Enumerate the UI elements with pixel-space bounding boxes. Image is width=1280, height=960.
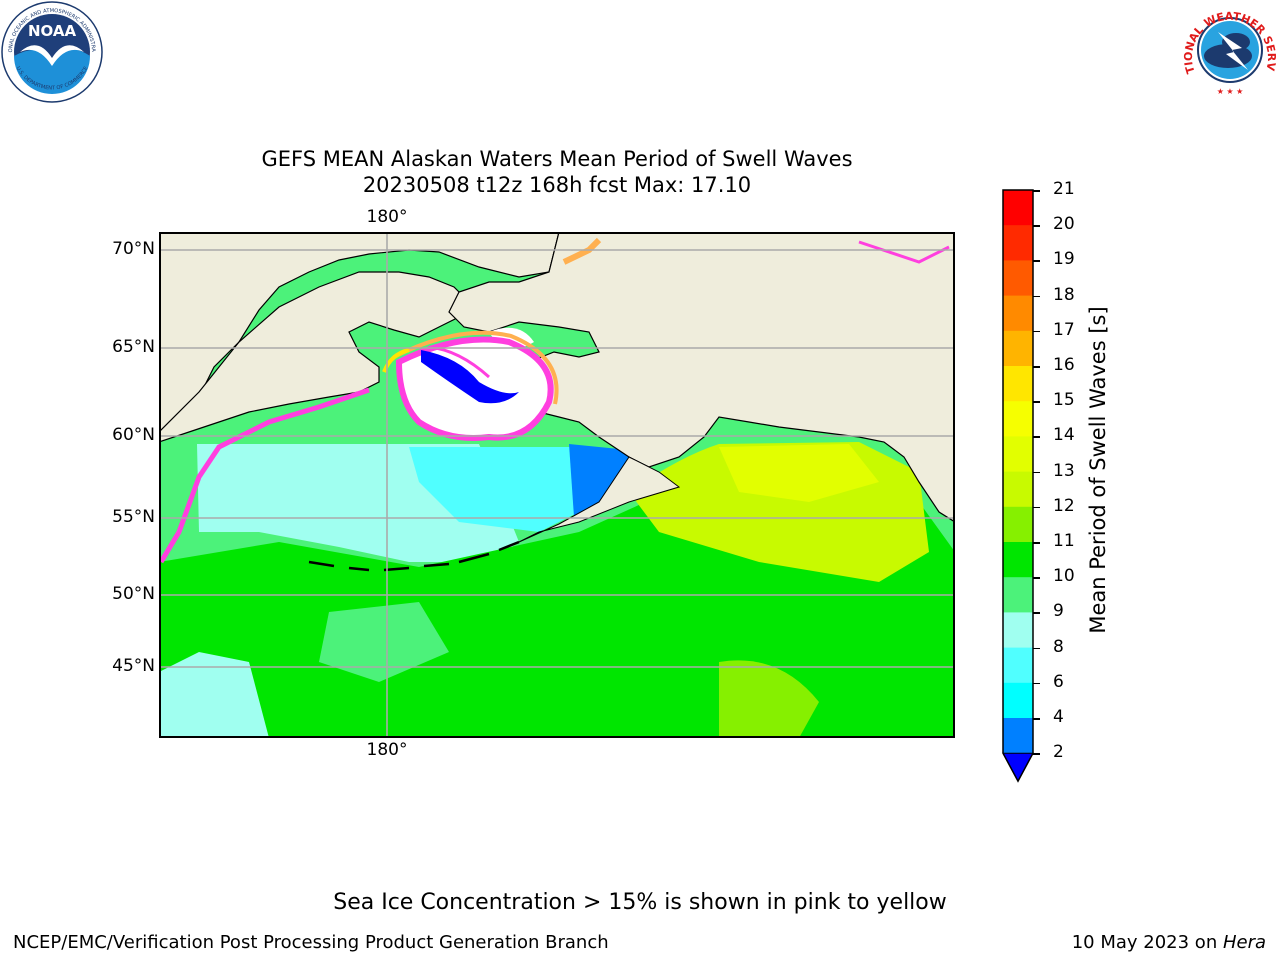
- lat-label-55n: 55°N: [112, 507, 155, 527]
- colorbar-tick-label: 15: [1053, 390, 1075, 411]
- colorbar-tick-label: 4: [1053, 707, 1064, 727]
- colorbar-segment: [1003, 682, 1033, 719]
- colorbar-tick-mark: [1033, 436, 1040, 438]
- colorbar: [1000, 186, 1050, 786]
- colorbar-frame: [1002, 189, 1034, 783]
- land-alaska-peninsula: [518, 456, 681, 543]
- colorbar-tick-mark: [1033, 471, 1040, 474]
- swell-region-southwest: [160, 652, 269, 737]
- colorbar-segment: [1003, 647, 1033, 684]
- lon-label-top: 180°: [366, 207, 408, 227]
- lat-label-65n: 65°N: [112, 337, 155, 357]
- colorbar-segment: [1003, 366, 1033, 402]
- land-alaska: [448, 233, 954, 523]
- lat-label-70n: 70°N: [112, 239, 155, 259]
- map-panel: [159, 232, 955, 738]
- noaa-logo-text: NOAA: [28, 22, 77, 40]
- colorbar-segment: [1003, 436, 1033, 473]
- graticule: [160, 233, 954, 737]
- lat-label-50n: 50°N: [112, 584, 155, 604]
- colorbar-segment: [1003, 295, 1033, 332]
- footer-machine: Hera: [1222, 932, 1266, 953]
- colorbar-tick-mark: [1033, 190, 1040, 192]
- colorbar-tick-label: 17: [1053, 319, 1075, 340]
- sea-ice-west-fringe: [160, 387, 370, 564]
- sea-ice-edge-orange: [393, 330, 559, 405]
- colorbar-tick-mark: [1033, 542, 1040, 544]
- colorbar-segment: [1003, 577, 1033, 613]
- colorbar-tick-label: 21: [1053, 179, 1075, 199]
- colorbar-tick-mark: [1033, 647, 1040, 650]
- aleutian-islands: [308, 540, 520, 572]
- colorbar-segment: [1003, 506, 1033, 543]
- colorbar-extend-arrow: [1002, 752, 1034, 783]
- colorbar-tick-label: 6: [1053, 671, 1064, 692]
- noaa-logo: NOAA NATIONAL OCEANIC AND ATMOSPHERIC AD…: [0, 0, 105, 105]
- colorbar-segment: [1003, 330, 1033, 367]
- colorbar-tick-label: 18: [1053, 284, 1075, 305]
- sea-ice-blue-pocket: [421, 350, 519, 404]
- sea-ice-caption: Sea Ice Concentration > 15% is shown in …: [333, 890, 947, 915]
- swell-region-southeast-patch: [719, 660, 819, 737]
- svg-text:★ ★ ★: ★ ★ ★: [1217, 87, 1244, 96]
- colorbar-segment: [1003, 471, 1033, 508]
- colorbar-segment: [1003, 225, 1033, 261]
- land-chukotka: [160, 271, 470, 443]
- footer-right: 10 May 2023 on Hera: [1072, 932, 1266, 953]
- map-subtitle: 20230508 t12z 168h fcst Max: 17.10: [362, 173, 752, 197]
- colorbar-tick-label: 9: [1053, 601, 1064, 622]
- colorbar-tick-mark: [1033, 612, 1040, 614]
- colorbar-segment: [1003, 190, 1033, 226]
- colorbar-tick-mark: [1033, 330, 1040, 333]
- colorbar-tick-mark: [1033, 682, 1040, 685]
- lon-label-bottom: 180°: [366, 740, 408, 760]
- colorbar-label: Mean Period of Swell Waves [s]: [1086, 306, 1110, 634]
- colorbar-tick-label: 20: [1053, 214, 1075, 235]
- swell-region-gulf-core: [719, 444, 879, 502]
- colorbar-segment: [1003, 718, 1033, 754]
- nws-logo: NATIONAL WEATHER SERVICE ★ ★ ★: [1173, 0, 1280, 100]
- colorbar-tick-mark: [1033, 225, 1040, 227]
- colorbar-segment: [1003, 542, 1033, 578]
- colorbar-tick-label: 8: [1053, 636, 1064, 657]
- colorbar-tick-label: 13: [1053, 460, 1075, 481]
- colorbar-tick-label: 12: [1053, 495, 1075, 516]
- sea-ice-edge-pink: [395, 336, 554, 441]
- colorbar-tick-mark: [1033, 506, 1040, 509]
- swell-region-bering: [409, 447, 579, 532]
- colorbar-tick-label: 11: [1053, 531, 1075, 551]
- colorbar-segment: [1003, 612, 1033, 649]
- colorbar-tick-mark: [1033, 401, 1040, 403]
- map-canvas: [159, 232, 955, 738]
- colorbar-tick-mark: [1033, 753, 1040, 755]
- colorbar-svg: [1002, 189, 1034, 783]
- map-title: GEFS MEAN Alaskan Waters Mean Period of …: [261, 147, 853, 171]
- footer-left: NCEP/EMC/Verification Post Processing Pr…: [13, 932, 609, 953]
- colorbar-tick-mark: [1033, 295, 1040, 298]
- colorbar-tick-mark: [1033, 718, 1040, 720]
- colorbar-tick-label: 2: [1053, 742, 1064, 763]
- colorbar-segment: [1003, 260, 1033, 297]
- colorbar-tick-mark: [1033, 577, 1040, 579]
- map-frame: [159, 232, 955, 738]
- colorbar-segment: [1003, 401, 1033, 437]
- sea-ice-edge-yellow: [382, 348, 410, 373]
- sea-ice-north-coast: [858, 240, 950, 264]
- footer-date: 10 May 2023 on: [1071, 932, 1223, 953]
- colorbar-tick-mark: [1033, 366, 1040, 368]
- lat-label-60n: 60°N: [112, 425, 155, 445]
- colorbar-tick-label: 14: [1053, 425, 1075, 446]
- colorbar-tick-mark: [1033, 260, 1040, 262]
- swell-region-south-patch: [319, 602, 449, 682]
- colorbar-tick-label: 16: [1053, 355, 1075, 375]
- lat-label-45n: 45°N: [112, 656, 155, 676]
- colorbar-tick-label: 10: [1053, 566, 1075, 587]
- colorbar-tick-label: 19: [1053, 249, 1075, 270]
